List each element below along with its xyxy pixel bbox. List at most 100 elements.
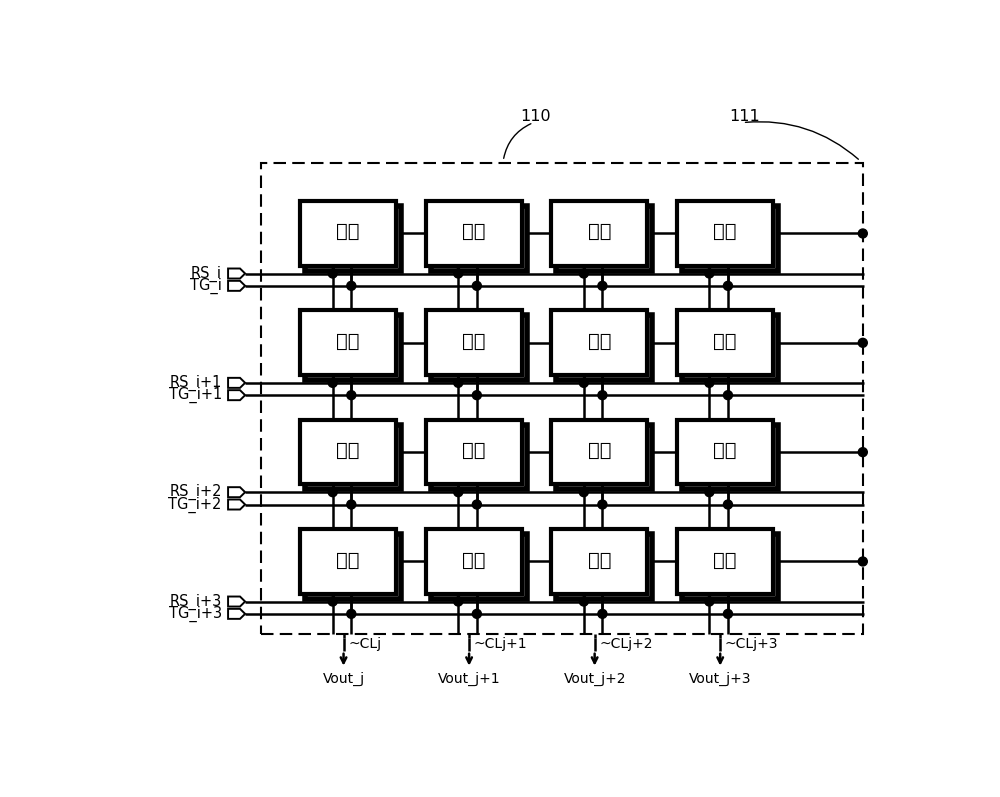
Bar (305, 534, 401, 599)
Circle shape (454, 379, 463, 387)
Circle shape (347, 281, 356, 290)
Bar (682, 534, 778, 599)
Circle shape (858, 229, 867, 238)
Bar (677, 201, 773, 266)
Bar (300, 311, 396, 375)
Text: RS_i+1: RS_i+1 (170, 375, 222, 391)
Text: 像素: 像素 (462, 332, 486, 351)
Circle shape (579, 488, 588, 497)
Circle shape (723, 500, 732, 509)
Text: TG_i+3: TG_i+3 (169, 606, 222, 622)
Circle shape (579, 379, 588, 387)
Text: ~CLj+3: ~CLj+3 (725, 637, 778, 651)
Bar (551, 529, 647, 594)
Text: 像素: 像素 (713, 332, 737, 351)
Text: 像素: 像素 (588, 441, 611, 460)
Polygon shape (228, 269, 245, 278)
Circle shape (598, 281, 607, 290)
Circle shape (598, 500, 607, 509)
Circle shape (579, 597, 588, 606)
Circle shape (598, 391, 607, 399)
Text: Vout_j+3: Vout_j+3 (689, 672, 751, 685)
Bar (431, 316, 527, 380)
Circle shape (858, 339, 867, 347)
Circle shape (328, 488, 337, 497)
Bar (551, 311, 647, 375)
Bar (426, 420, 522, 485)
Bar (431, 534, 527, 599)
Circle shape (579, 269, 588, 278)
Bar (682, 206, 778, 271)
Text: ~CLj+2: ~CLj+2 (599, 637, 653, 651)
Bar (556, 425, 652, 489)
Bar (551, 420, 647, 485)
Bar (677, 529, 773, 594)
Text: 像素: 像素 (713, 551, 737, 569)
Text: 像素: 像素 (588, 332, 611, 351)
Circle shape (472, 391, 481, 399)
Circle shape (705, 488, 714, 497)
Text: RS_i+3: RS_i+3 (170, 594, 222, 610)
Circle shape (454, 269, 463, 278)
Bar (556, 534, 652, 599)
Circle shape (472, 610, 481, 618)
Text: 像素: 像素 (713, 441, 737, 460)
Text: ~CLj: ~CLj (348, 637, 381, 651)
Circle shape (858, 448, 867, 457)
Circle shape (347, 500, 356, 509)
Text: Vout_j: Vout_j (322, 672, 365, 685)
Circle shape (347, 610, 356, 618)
Circle shape (858, 557, 867, 566)
Text: 像素: 像素 (588, 551, 611, 569)
Circle shape (472, 281, 481, 290)
Bar (551, 201, 647, 266)
Text: Vout_j+2: Vout_j+2 (563, 672, 626, 685)
Bar (677, 311, 773, 375)
Text: TG_i+1: TG_i+1 (169, 387, 222, 403)
Polygon shape (228, 391, 245, 400)
Bar (300, 201, 396, 266)
Circle shape (723, 391, 732, 399)
Bar (305, 316, 401, 380)
Bar (556, 206, 652, 271)
Text: ~CLj+1: ~CLj+1 (474, 637, 527, 651)
Text: RS_i+2: RS_i+2 (169, 484, 222, 501)
Polygon shape (228, 609, 245, 618)
Circle shape (472, 500, 481, 509)
Bar (556, 316, 652, 380)
Circle shape (347, 391, 356, 399)
Circle shape (328, 379, 337, 387)
Text: 像素: 像素 (588, 222, 611, 241)
Circle shape (723, 281, 732, 290)
Circle shape (723, 610, 732, 618)
Polygon shape (228, 281, 245, 291)
Bar (682, 425, 778, 489)
Bar (431, 425, 527, 489)
Circle shape (454, 488, 463, 497)
Bar (300, 529, 396, 594)
Circle shape (705, 597, 714, 606)
Text: TG_i+2: TG_i+2 (168, 497, 222, 512)
Text: 像素: 像素 (336, 222, 360, 241)
Bar (300, 420, 396, 485)
Bar (677, 420, 773, 485)
Text: 像素: 像素 (462, 441, 486, 460)
Bar (261, 163, 863, 634)
Circle shape (328, 269, 337, 278)
Text: 像素: 像素 (713, 222, 737, 241)
Circle shape (705, 379, 714, 387)
Text: Vout_j+1: Vout_j+1 (438, 672, 500, 685)
Bar (305, 206, 401, 271)
Bar (426, 529, 522, 594)
Bar (682, 316, 778, 380)
Text: 像素: 像素 (462, 551, 486, 569)
Polygon shape (228, 487, 245, 497)
Text: 像素: 像素 (336, 551, 360, 569)
Bar (305, 425, 401, 489)
Bar (426, 201, 522, 266)
Text: 像素: 像素 (336, 441, 360, 460)
Polygon shape (228, 596, 245, 607)
Bar (426, 311, 522, 375)
Text: 110: 110 (520, 109, 551, 124)
Text: 111: 111 (730, 109, 760, 124)
